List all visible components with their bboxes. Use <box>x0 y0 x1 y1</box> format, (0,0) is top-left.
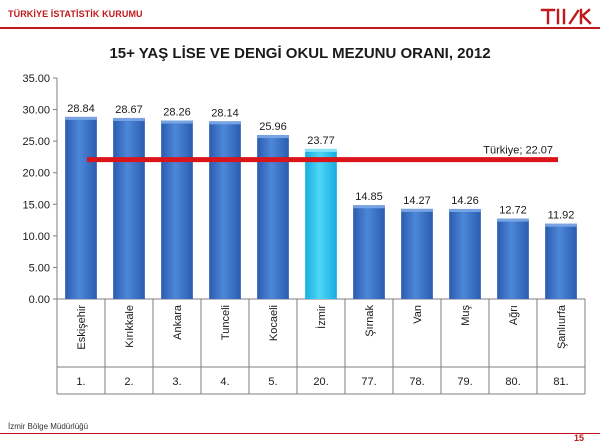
tuik-logo-icon <box>540 8 592 25</box>
bar-top-highlight <box>497 218 529 222</box>
x-tick-label: Kırıkkale <box>124 305 136 348</box>
x-tick-label: İzmir <box>315 305 328 329</box>
bar <box>353 205 385 299</box>
page-number: 15 <box>574 433 585 443</box>
y-tick-label: 25.00 <box>22 136 50 148</box>
rank-label: 78. <box>409 376 424 388</box>
bar-top-highlight <box>209 121 241 125</box>
y-tick-label: 10.00 <box>22 231 50 243</box>
rank-label: 79. <box>457 376 472 388</box>
y-tick-label: 20.00 <box>22 168 50 180</box>
bar <box>449 208 481 299</box>
rank-label: 3. <box>172 376 181 388</box>
data-label: 14.26 <box>451 195 479 207</box>
bar-chart: 0.00 5.00 10.00 15.00 20.00 25.00 30.00 35.00 2… <box>22 73 586 395</box>
y-tick-label: 5.00 <box>29 262 50 274</box>
y-tick-label: 30.00 <box>22 105 50 117</box>
x-tick-label: Eskişehir <box>76 305 88 350</box>
rank-label: 81. <box>553 376 568 388</box>
bar <box>257 135 289 299</box>
y-tick-label: 15.00 <box>22 199 50 211</box>
x-tick-label: Van <box>412 305 424 324</box>
bar <box>401 208 433 299</box>
bar-top-highlight <box>257 135 289 139</box>
bar-top-highlight <box>545 223 577 227</box>
bar <box>113 117 145 300</box>
bar-top-highlight <box>113 117 145 121</box>
data-label: 14.27 <box>403 195 431 207</box>
chart-title: 15+ YAŞ LİSE VE DENGİ OKUL MEZUNU ORANI,… <box>109 45 491 62</box>
data-label: 28.84 <box>67 103 95 115</box>
rank-label: 5. <box>268 376 277 388</box>
data-label: 28.67 <box>115 104 143 116</box>
x-tick-label: Ağrı <box>508 305 520 325</box>
bar <box>161 120 193 299</box>
rank-label: 77. <box>361 376 376 388</box>
bar-top-highlight <box>161 120 193 124</box>
footer-office: İzmir Bölge Müdürlüğü <box>8 422 89 431</box>
bar-top-highlight <box>449 208 481 212</box>
rank-label: 80. <box>505 376 520 388</box>
bar-top-highlight <box>65 116 97 120</box>
bar <box>305 148 337 299</box>
data-label: 28.14 <box>211 107 239 119</box>
x-tick-label: Ankara <box>172 304 184 340</box>
rank-label: 20. <box>313 376 328 388</box>
header-divider <box>0 27 600 29</box>
bar <box>209 121 241 299</box>
rank-label: 4. <box>220 376 229 388</box>
y-tick-label: 0.00 <box>29 294 50 306</box>
bar-top-highlight <box>305 148 337 152</box>
bar <box>545 223 577 299</box>
reference-line-label: Türkiye; 22.07 <box>483 145 553 157</box>
data-label: 11.92 <box>548 210 575 222</box>
rank-label: 2. <box>124 376 133 388</box>
y-tick-label: 35.00 <box>22 73 50 85</box>
bar <box>497 218 529 299</box>
data-label: 12.72 <box>499 205 527 217</box>
data-label: 28.26 <box>163 107 191 119</box>
bar-top-highlight <box>353 205 385 209</box>
organization-name: TÜRKİYE İSTATİSTİK KURUMU <box>8 9 143 19</box>
bar <box>65 116 97 300</box>
x-tick-label: Şanlıurfa <box>556 304 568 349</box>
footer-divider <box>0 433 600 434</box>
rank-label: 1. <box>76 376 85 388</box>
x-tick-label: Tunceli <box>220 305 232 340</box>
data-label: 14.85 <box>355 191 383 203</box>
x-tick-label: Şırnak <box>364 305 376 337</box>
x-tick-label: Muş <box>460 305 472 326</box>
data-label: 23.77 <box>307 135 335 147</box>
bar-top-highlight <box>401 208 433 212</box>
data-label: 25.96 <box>259 121 287 133</box>
x-tick-label: Kocaeli <box>268 305 280 341</box>
